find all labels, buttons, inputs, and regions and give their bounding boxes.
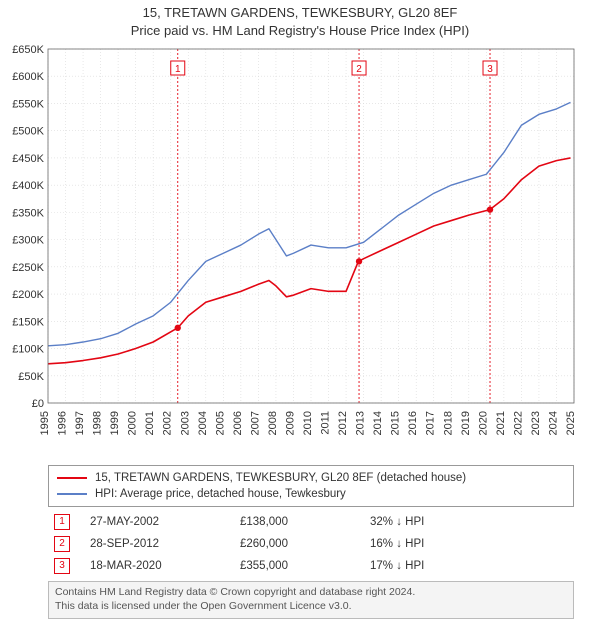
sale-delta: 16% ↓ HPI bbox=[364, 533, 574, 555]
svg-text:2010: 2010 bbox=[302, 411, 314, 435]
svg-text:£550K: £550K bbox=[12, 99, 44, 111]
svg-text:£500K: £500K bbox=[12, 126, 44, 138]
sale-badge: 2 bbox=[54, 536, 70, 552]
svg-text:£600K: £600K bbox=[12, 71, 44, 83]
legend-item-property: 15, TRETAWN GARDENS, TEWKESBURY, GL20 8E… bbox=[57, 470, 565, 486]
svg-text:1996: 1996 bbox=[57, 411, 69, 435]
svg-text:2011: 2011 bbox=[320, 411, 332, 435]
sale-price: £138,000 bbox=[234, 511, 364, 533]
svg-text:2002: 2002 bbox=[162, 411, 174, 435]
svg-text:2009: 2009 bbox=[284, 411, 296, 435]
svg-text:2023: 2023 bbox=[530, 411, 542, 435]
sale-date: 27-MAY-2002 bbox=[84, 511, 234, 533]
legend-label-property: 15, TRETAWN GARDENS, TEWKESBURY, GL20 8E… bbox=[95, 470, 466, 486]
legend-label-hpi: HPI: Average price, detached house, Tewk… bbox=[95, 486, 346, 502]
svg-text:£400K: £400K bbox=[12, 180, 44, 192]
svg-text:2017: 2017 bbox=[425, 411, 437, 435]
svg-text:£650K: £650K bbox=[12, 44, 44, 56]
sale-delta: 17% ↓ HPI bbox=[364, 555, 574, 577]
legend-swatch-hpi bbox=[57, 493, 87, 495]
table-row: 1 27-MAY-2002 £138,000 32% ↓ HPI bbox=[48, 511, 574, 533]
svg-text:2: 2 bbox=[356, 64, 362, 75]
chart-title-subtitle: Price paid vs. HM Land Registry's House … bbox=[0, 22, 600, 40]
price-line-chart: £0 £50K £100K £150K £200K £250K £300K £350K £400… bbox=[0, 41, 600, 461]
svg-text:2018: 2018 bbox=[442, 411, 454, 435]
svg-text:£100K: £100K bbox=[12, 344, 44, 356]
svg-text:2013: 2013 bbox=[355, 411, 367, 435]
svg-text:£450K: £450K bbox=[12, 153, 44, 165]
svg-text:2014: 2014 bbox=[372, 411, 384, 435]
svg-text:2025: 2025 bbox=[565, 411, 577, 435]
svg-text:2022: 2022 bbox=[512, 411, 524, 435]
svg-text:£350K: £350K bbox=[12, 207, 44, 219]
svg-text:2000: 2000 bbox=[127, 411, 139, 435]
svg-text:2008: 2008 bbox=[267, 411, 279, 435]
svg-text:£150K: £150K bbox=[12, 316, 44, 328]
svg-text:£50K: £50K bbox=[18, 371, 44, 383]
svg-text:2004: 2004 bbox=[197, 411, 209, 435]
sale-date: 28-SEP-2012 bbox=[84, 533, 234, 555]
svg-text:2021: 2021 bbox=[495, 411, 507, 435]
svg-text:2012: 2012 bbox=[337, 411, 349, 435]
svg-text:£200K: £200K bbox=[12, 289, 44, 301]
svg-text:1995: 1995 bbox=[39, 411, 51, 435]
svg-text:2015: 2015 bbox=[390, 411, 402, 435]
price-chart-container: { "title": { "line1": "15, TRETAWN GARDE… bbox=[0, 0, 600, 590]
svg-text:£0: £0 bbox=[32, 398, 44, 410]
svg-text:1998: 1998 bbox=[92, 411, 104, 435]
svg-text:2003: 2003 bbox=[179, 411, 191, 435]
sale-badge: 1 bbox=[54, 514, 70, 530]
svg-text:1997: 1997 bbox=[74, 411, 86, 435]
attribution-line1: Contains HM Land Registry data © Crown c… bbox=[55, 586, 567, 600]
svg-text:2024: 2024 bbox=[547, 411, 559, 435]
table-row: 2 28-SEP-2012 £260,000 16% ↓ HPI bbox=[48, 533, 574, 555]
svg-text:£300K: £300K bbox=[12, 235, 44, 247]
svg-text:2005: 2005 bbox=[214, 411, 226, 435]
sales-table: 1 27-MAY-2002 £138,000 32% ↓ HPI 2 28-SE… bbox=[48, 511, 574, 577]
chart-title-block: 15, TRETAWN GARDENS, TEWKESBURY, GL20 8E… bbox=[0, 0, 600, 41]
table-row: 3 18-MAR-2020 £355,000 17% ↓ HPI bbox=[48, 555, 574, 577]
attribution-box: Contains HM Land Registry data © Crown c… bbox=[48, 581, 574, 618]
chart-area: £0 £50K £100K £150K £200K £250K £300K £350K £400… bbox=[0, 41, 600, 461]
legend-item-hpi: HPI: Average price, detached house, Tewk… bbox=[57, 486, 565, 502]
svg-text:2016: 2016 bbox=[407, 411, 419, 435]
svg-text:2006: 2006 bbox=[232, 411, 244, 435]
svg-text:2019: 2019 bbox=[460, 411, 472, 435]
sale-delta: 32% ↓ HPI bbox=[364, 511, 574, 533]
svg-text:3: 3 bbox=[487, 64, 493, 75]
svg-text:1: 1 bbox=[175, 64, 181, 75]
chart-legend: 15, TRETAWN GARDENS, TEWKESBURY, GL20 8E… bbox=[48, 465, 574, 507]
svg-text:£250K: £250K bbox=[12, 262, 44, 274]
attribution-line2: This data is licensed under the Open Gov… bbox=[55, 600, 567, 614]
svg-text:1999: 1999 bbox=[109, 411, 121, 435]
chart-title-address: 15, TRETAWN GARDENS, TEWKESBURY, GL20 8E… bbox=[0, 4, 600, 22]
sale-price: £260,000 bbox=[234, 533, 364, 555]
svg-text:2020: 2020 bbox=[477, 411, 489, 435]
sale-badge: 3 bbox=[54, 558, 70, 574]
sale-price: £355,000 bbox=[234, 555, 364, 577]
sale-date: 18-MAR-2020 bbox=[84, 555, 234, 577]
legend-swatch-property bbox=[57, 477, 87, 479]
svg-text:2001: 2001 bbox=[144, 411, 156, 435]
svg-text:2007: 2007 bbox=[249, 411, 261, 435]
